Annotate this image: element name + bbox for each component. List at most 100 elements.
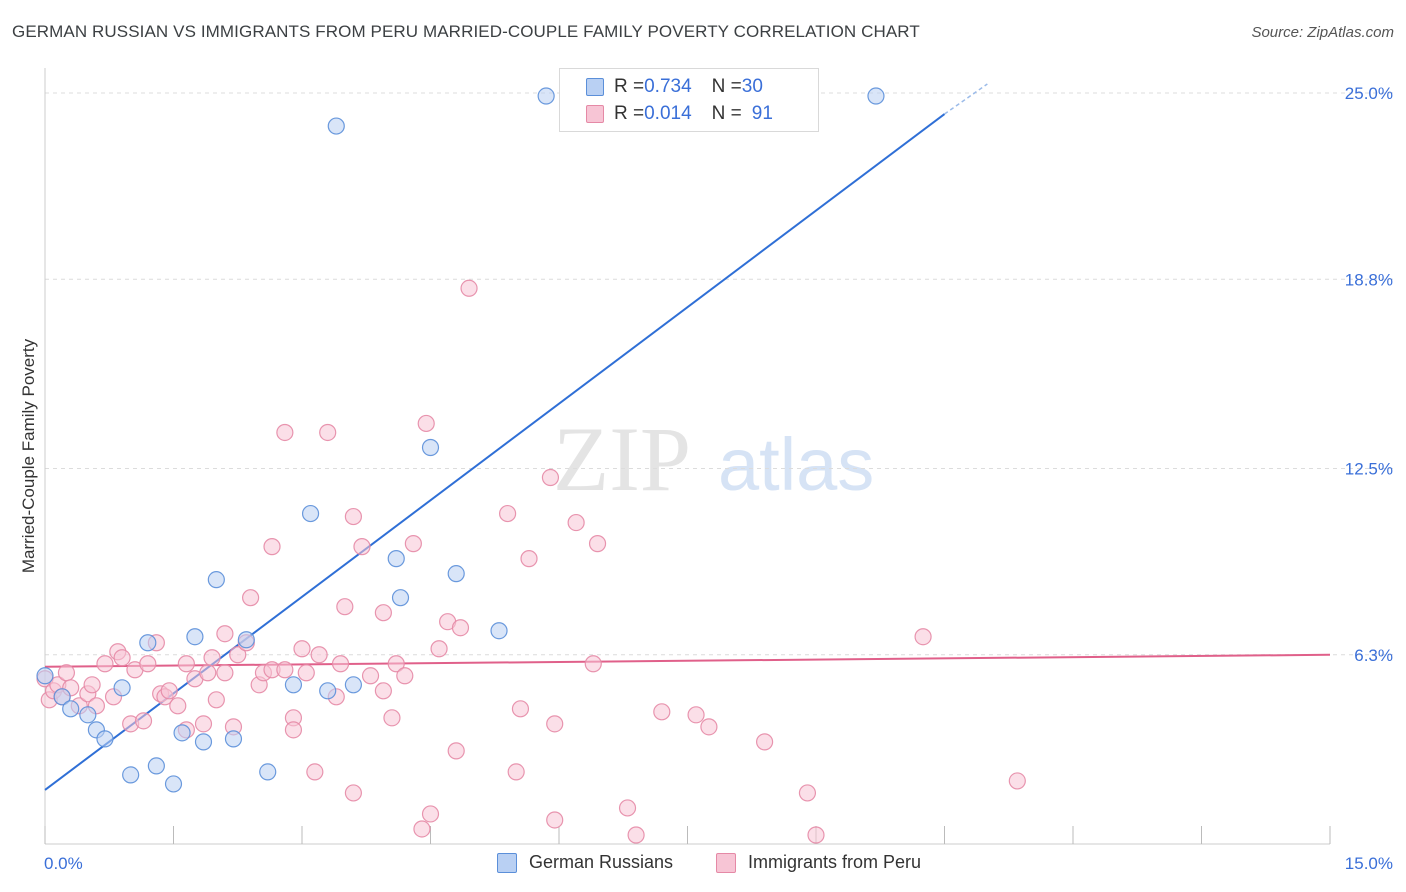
- peru-point: [361, 667, 380, 685]
- german-russian-point: [284, 676, 303, 694]
- peru-point: [306, 763, 324, 781]
- bottom-legend-label: German Russians: [529, 852, 674, 872]
- peru-point: [96, 655, 114, 673]
- peru-point: [546, 811, 564, 829]
- legend-swatch-blue: [586, 78, 604, 96]
- peru-point: [430, 640, 448, 658]
- legend-n-label: N =: [711, 76, 742, 97]
- german-russian-point: [490, 622, 508, 640]
- peru-point: [177, 655, 195, 673]
- peru-point: [374, 682, 392, 700]
- german-russian-point: [237, 631, 255, 649]
- legend-row-german-russians: R = 0.734 N = 30: [586, 75, 763, 99]
- peru-point: [451, 619, 470, 637]
- peru-point: [319, 423, 337, 442]
- peru-point: [417, 414, 435, 433]
- peru-point: [618, 799, 637, 817]
- y-tick-label: 12.5%: [1345, 460, 1393, 479]
- legend-r-value: 0.014: [644, 103, 692, 124]
- legend-row-immigrants-peru: R = 0.014 N = 91: [586, 102, 773, 126]
- german-russian-point: [122, 766, 140, 784]
- peru-point: [567, 513, 585, 532]
- bottom-legend-german-russians: German Russians: [497, 852, 673, 873]
- german-russian-point: [387, 550, 405, 568]
- german-russian-point: [36, 667, 54, 685]
- peru-point: [588, 535, 607, 553]
- peru-point: [242, 589, 260, 607]
- data-points: [36, 87, 1026, 844]
- peru-point: [194, 715, 213, 733]
- peru-point: [113, 649, 131, 667]
- y-tick-label: 25.0%: [1345, 84, 1393, 103]
- source-label: Source: ZipAtlas.com: [1251, 24, 1394, 41]
- peru-point: [276, 423, 294, 442]
- bottom-legend-label: Immigrants from Peru: [748, 852, 922, 872]
- peru-point: [169, 697, 187, 715]
- bottom-legend-immigrants-peru: Immigrants from Peru: [716, 852, 921, 873]
- german-russian-point: [391, 589, 410, 607]
- peru-point: [293, 640, 311, 658]
- peru-point: [404, 535, 422, 553]
- peru-point: [914, 628, 932, 646]
- peru-point: [331, 655, 350, 673]
- peru-point: [687, 706, 705, 724]
- german-russian-point: [319, 682, 337, 700]
- legend-r-label: R =: [614, 103, 645, 124]
- german-russian-point: [53, 688, 71, 706]
- legend-r-value: 0.734: [644, 76, 692, 97]
- peru-point: [207, 691, 225, 709]
- peru-point: [134, 712, 153, 730]
- german-russian-point: [139, 634, 157, 652]
- peru-point: [344, 784, 362, 802]
- german-russian-point: [867, 87, 885, 105]
- peru-point: [541, 468, 560, 487]
- german-russian-point: [96, 730, 114, 748]
- peru-point: [160, 682, 178, 700]
- peru-point: [353, 538, 371, 556]
- x-tick-label: 0.0%: [44, 854, 83, 873]
- peru-point: [520, 550, 538, 568]
- legend-n-label: N =: [711, 103, 742, 124]
- german-russian-point: [301, 504, 320, 523]
- german-russian-point: [224, 730, 243, 748]
- peru-point: [216, 625, 234, 643]
- tick-labels: 6.3% 12.5% 18.8% 25.0% 0.0% 15.0%: [44, 84, 1393, 873]
- peru-point: [546, 715, 564, 733]
- legend-n-value: 30: [741, 76, 763, 97]
- legend-n-value: 91: [751, 103, 773, 124]
- bottom-legend-swatch-blue: [497, 852, 517, 873]
- german-russian-point: [327, 117, 345, 135]
- peru-point: [199, 664, 217, 682]
- peru-point: [700, 718, 718, 736]
- correlation-legend: R = 0.734 N = 30 R = 0.014 N = 91: [559, 68, 819, 132]
- peru-point: [798, 784, 817, 802]
- y-tick-label: 18.8%: [1345, 270, 1393, 289]
- peru-trend-line: [44, 653, 1331, 668]
- peru-point: [229, 646, 247, 664]
- peru-point: [396, 667, 414, 685]
- peru-point: [344, 507, 362, 526]
- peru-point: [310, 646, 328, 664]
- peru-point: [653, 703, 671, 721]
- german-russian-point: [79, 706, 97, 724]
- peru-point: [507, 763, 525, 781]
- peru-point: [383, 709, 401, 727]
- german-russian-point: [259, 763, 277, 781]
- x-tick-label: 15.0%: [1345, 854, 1393, 873]
- german-russian-trend-extension: [944, 83, 988, 115]
- german-russian-point: [207, 571, 225, 589]
- german-russian-point: [421, 438, 440, 457]
- german-russian-point: [147, 757, 165, 775]
- y-tick-label: 6.3%: [1354, 646, 1393, 665]
- peru-point: [807, 826, 825, 844]
- peru-point: [447, 742, 465, 760]
- watermark-atlas-text: atlas: [718, 423, 874, 506]
- peru-point: [336, 598, 354, 616]
- chart-title: GERMAN RUSSIAN VS IMMIGRANTS FROM PERU M…: [12, 22, 920, 41]
- peru-point: [276, 661, 294, 679]
- peru-point: [584, 655, 602, 673]
- peru-point: [284, 721, 303, 739]
- peru-point: [499, 504, 517, 523]
- german-russian-point: [164, 775, 183, 793]
